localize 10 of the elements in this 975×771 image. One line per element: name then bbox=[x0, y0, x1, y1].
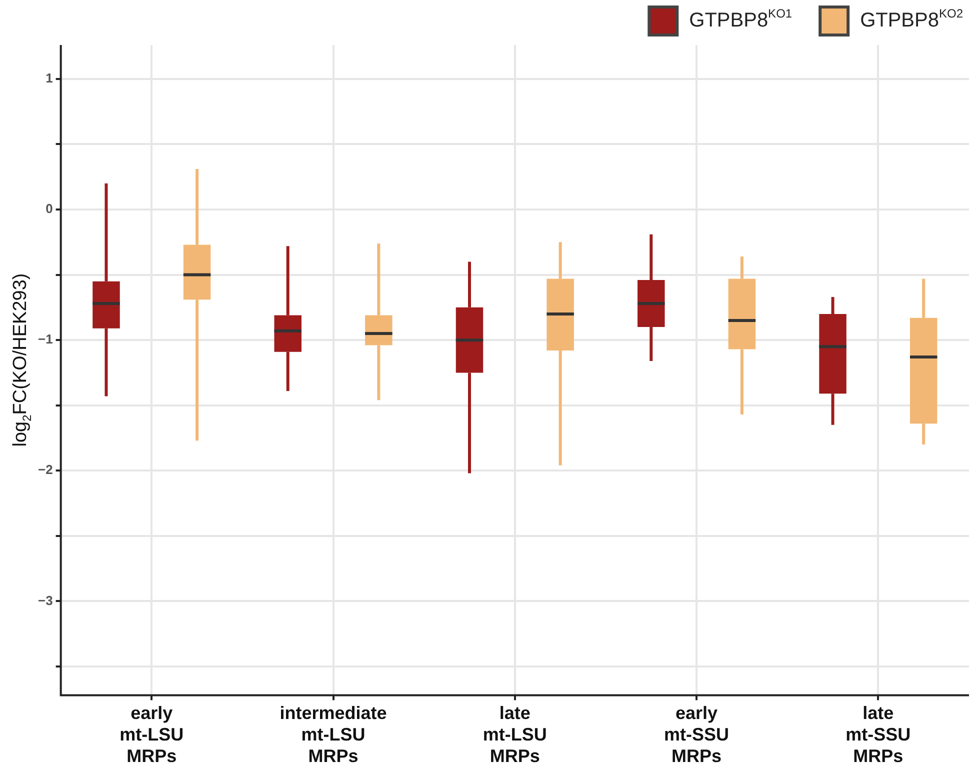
y-tick-label: −1 bbox=[38, 332, 53, 347]
x-tick-label: intermediate mt-LSU MRPs bbox=[280, 702, 387, 766]
y-tick-label: 1 bbox=[46, 70, 53, 86]
x-tick-label: late mt-LSU MRPs bbox=[482, 702, 547, 766]
x-tick-label: early mt-LSU MRPs bbox=[120, 702, 184, 766]
x-tick-label: late mt-SSU MRPs bbox=[846, 702, 911, 766]
y-tick-label: 0 bbox=[46, 201, 53, 216]
y-tick-label: −2 bbox=[38, 462, 53, 478]
y-tick-label: −3 bbox=[38, 592, 53, 608]
x-tick-label: early mt-SSU MRPs bbox=[664, 702, 730, 766]
